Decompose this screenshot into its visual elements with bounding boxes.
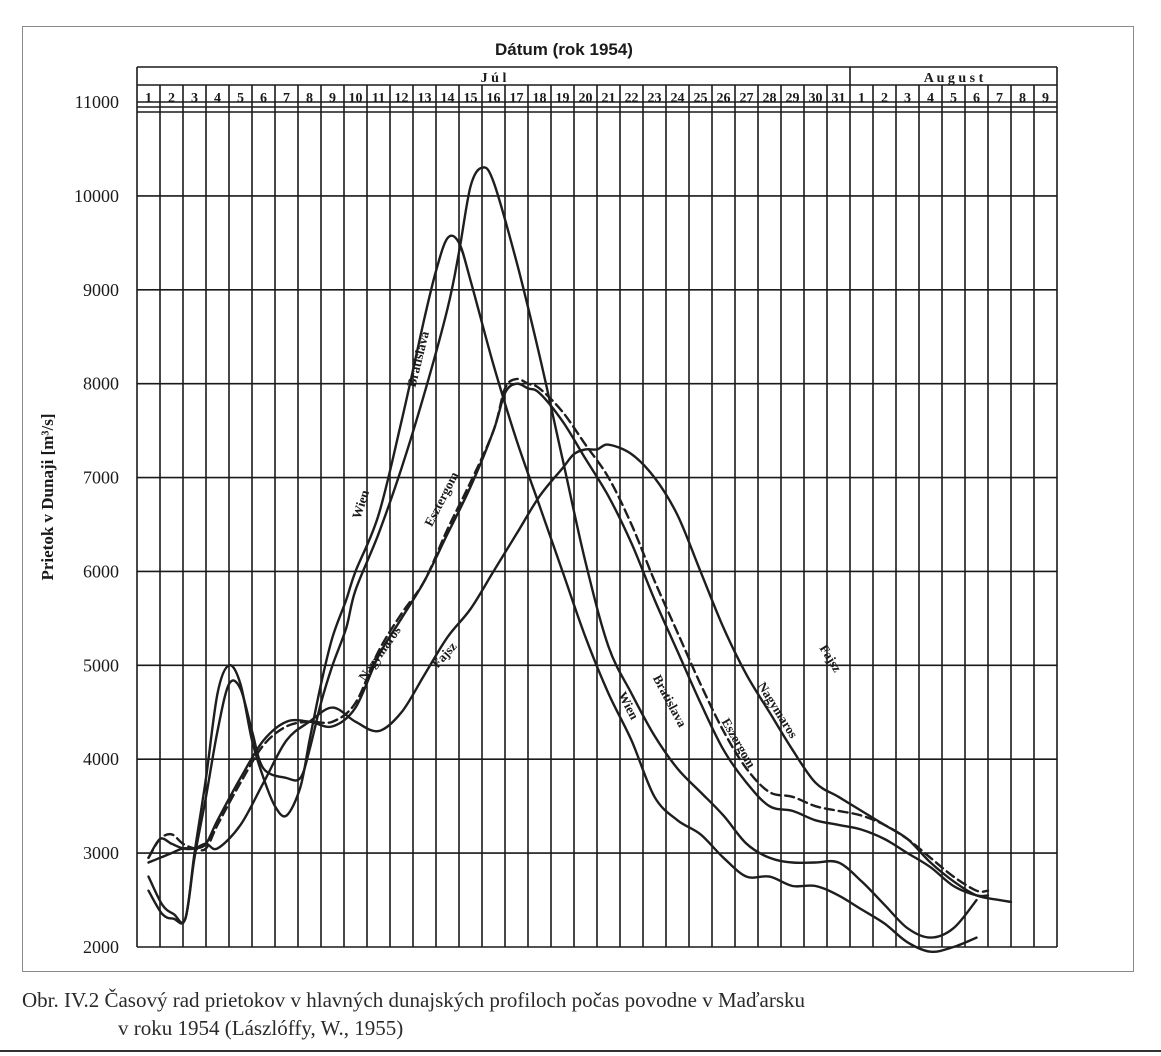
y-tick-label: 8000 <box>83 374 119 394</box>
curve-label: Eszergom <box>719 715 760 770</box>
day-tick-label: 7 <box>996 91 1003 106</box>
day-tick-label: 6 <box>973 91 980 106</box>
caption-line-1: Obr. IV.2 Časový rad prietokov v hlavnýc… <box>22 988 806 1012</box>
curve-label: Fajsz <box>817 642 846 675</box>
discharge-chart: Dátum (rok 1954) Prietok v Dunaji [m³/s]… <box>38 40 1058 957</box>
y-tick-label: 11000 <box>75 92 119 112</box>
day-tick-label: 10 <box>349 91 363 106</box>
y-tick-labels: 2000 3000 4000 5000 6000 7000 8000 9000 10000 110… <box>74 92 119 957</box>
y-tick-label: 9000 <box>83 280 119 300</box>
day-tick-label: 28 <box>763 91 777 106</box>
series-line-esztergom <box>147 382 990 898</box>
y-axis-label: Prietok v Dunaji [m³/s] <box>38 413 57 580</box>
y-tick-label: 5000 <box>83 655 119 675</box>
day-tick-label: 5 <box>950 91 957 106</box>
y-tick-label: 3000 <box>83 843 119 863</box>
day-tick-label: 19 <box>556 91 570 106</box>
caption-line-2: v roku 1954 (Lászlóffy, W., 1955) <box>118 1016 404 1040</box>
day-tick-label: 17 <box>510 91 524 106</box>
day-tick-label: 8 <box>306 91 313 106</box>
day-tick-label: 9 <box>1042 91 1049 106</box>
y-tick-label: 4000 <box>83 749 119 769</box>
curve-label: Nagymaros <box>755 679 801 741</box>
day-tick-label: 8 <box>1019 91 1026 106</box>
series-lines <box>147 166 1013 954</box>
y-tick-label: 6000 <box>83 561 119 581</box>
day-tick-label: 14 <box>441 91 455 106</box>
day-tick-label: 24 <box>671 91 685 106</box>
day-tick-label: 4 <box>927 91 934 106</box>
day-tick-label: 1 <box>145 91 152 106</box>
day-tick-label: 21 <box>602 91 616 106</box>
day-tick-label: 2 <box>881 91 888 106</box>
y-tick-label: 10000 <box>74 186 119 206</box>
grid <box>136 67 1058 948</box>
bottom-rule <box>0 1050 1161 1052</box>
day-tick-label: 6 <box>260 91 267 106</box>
day-tick-label: 3 <box>191 91 198 106</box>
figure-frame: Dátum (rok 1954) Prietok v Dunaji [m³/s]… <box>22 26 1134 972</box>
curve-label: Wien <box>349 487 373 520</box>
series-line-fajsz <box>147 443 1013 904</box>
day-tick-label: 29 <box>786 91 800 106</box>
chart-title: Dátum (rok 1954) <box>495 40 633 59</box>
figure-caption: Obr. IV.2 Časový rad prietokov v hlavnýc… <box>22 986 1142 1042</box>
day-tick-label: 18 <box>533 91 547 106</box>
day-tick-label: 20 <box>579 91 593 106</box>
y-tick-label: 7000 <box>83 468 119 488</box>
day-tick-label: 15 <box>464 91 478 106</box>
month-label: A u g u s t <box>924 71 984 86</box>
day-tick-label: 3 <box>904 91 911 106</box>
day-tick-label: 16 <box>487 91 501 106</box>
day-tick-label: 26 <box>717 91 731 106</box>
day-tick-label: 1 <box>858 91 865 106</box>
day-tick-label: 27 <box>740 91 754 106</box>
day-tick-label: 23 <box>648 91 662 106</box>
day-tick-label: 7 <box>283 91 290 106</box>
day-tick-label: 5 <box>237 91 244 106</box>
day-tick-label: 9 <box>329 91 336 106</box>
curve-label: Bratislava <box>650 672 690 730</box>
series-line-wien <box>147 234 978 954</box>
day-tick-label: 4 <box>214 91 221 106</box>
day-tick-label: 2 <box>168 91 175 106</box>
y-tick-label: 2000 <box>83 937 119 957</box>
day-tick-label: 25 <box>694 91 708 106</box>
day-tick-label: 31 <box>832 91 846 106</box>
month-label: J ú l <box>481 71 507 86</box>
day-tick-label: 22 <box>625 91 639 106</box>
series-line-nagymaros <box>147 377 990 893</box>
day-tick-label: 30 <box>809 91 823 106</box>
series-line-bratislava <box>147 166 978 939</box>
day-tick-label: 11 <box>372 91 385 106</box>
day-tick-label: 13 <box>418 91 432 106</box>
curve-label: Nagymaros <box>355 623 404 683</box>
day-tick-label: 12 <box>395 91 409 106</box>
